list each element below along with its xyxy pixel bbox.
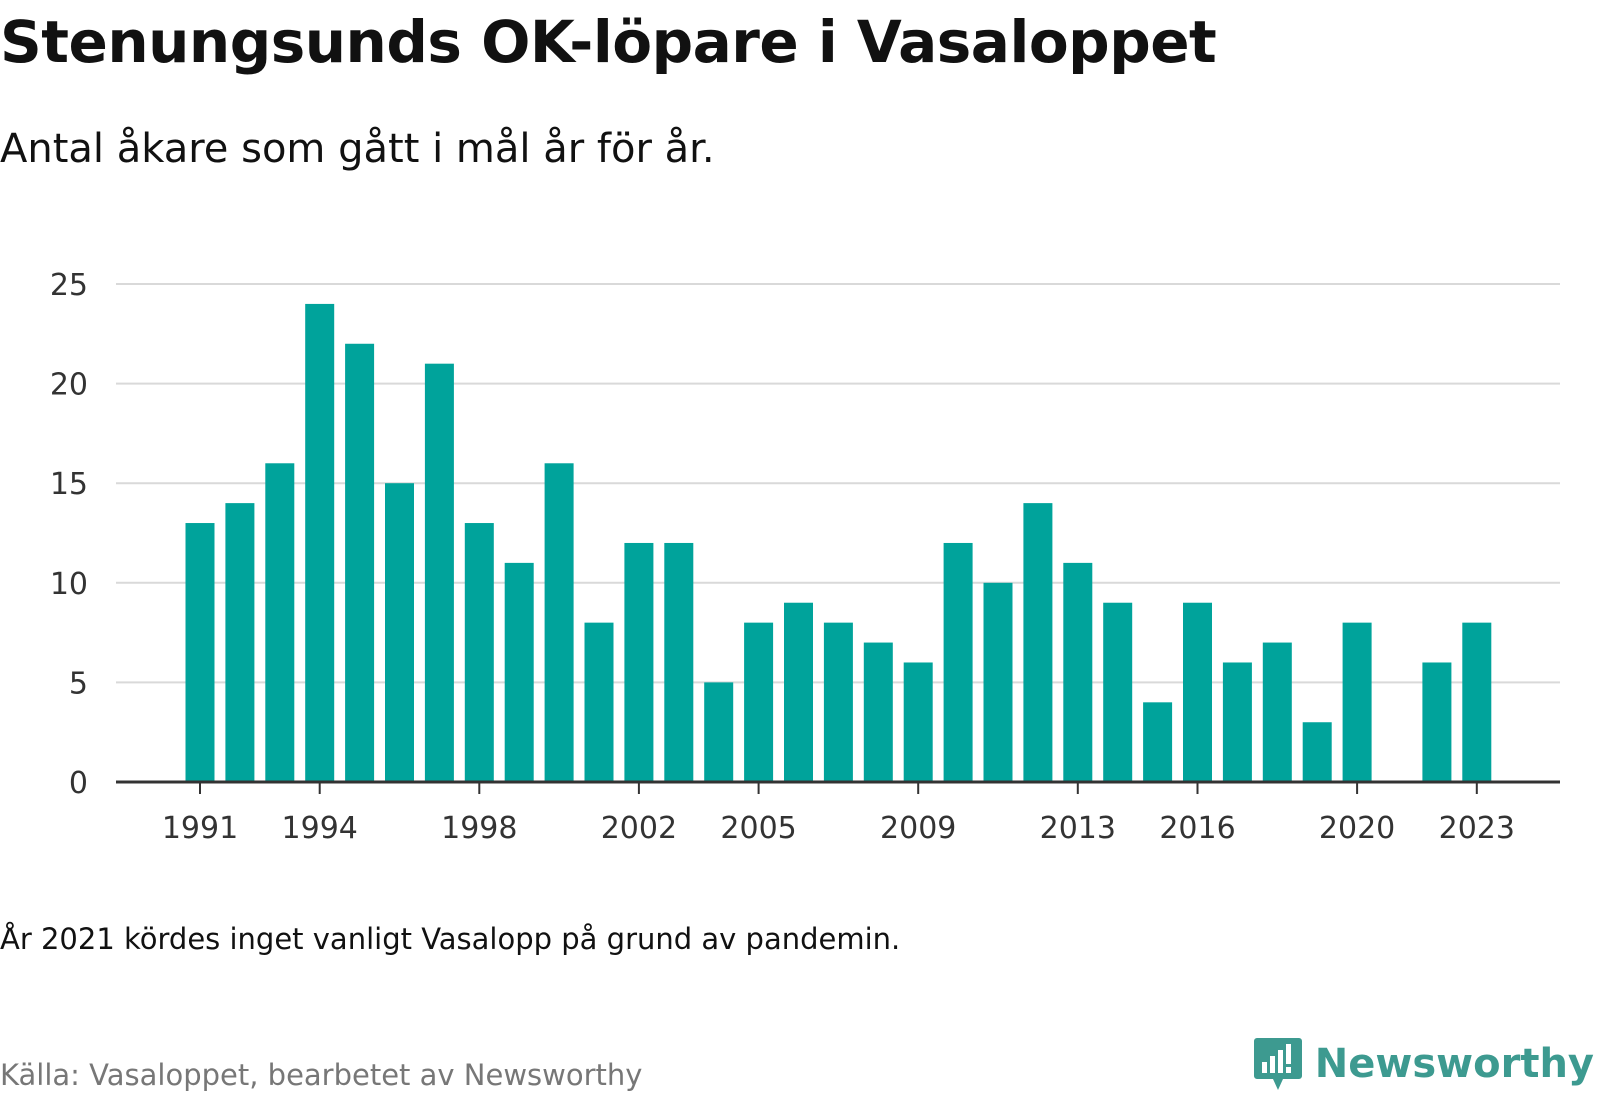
bar [1023,503,1053,782]
source-credit: Källa: Vasaloppet, bearbetet av Newswort… [0,1058,643,1092]
bar [903,662,933,782]
bar-chart: 0 5 10 15 20 25 1991 1994 1998 2002 2005 2009 2013 20… [50,268,1560,846]
x-tick-label: 2020 [1319,811,1395,846]
bar [345,343,375,782]
bar [1183,602,1212,782]
bar [424,363,454,782]
bar [624,542,654,782]
bar [983,582,1013,782]
y-tick-label: 25 [50,268,88,303]
bar [544,463,574,782]
y-tick-label: 20 [50,368,88,403]
bar [1422,662,1452,782]
x-tick-label: 2009 [880,811,956,846]
x-tick-label: 1994 [282,811,358,846]
bar [664,542,694,782]
bar [504,562,534,782]
bar [863,642,893,782]
bars [185,303,1492,782]
y-tick-label: 15 [50,467,88,502]
bar [1103,602,1133,782]
chart-footnote: År 2021 kördes inget vanligt Vasalopp på… [0,922,901,956]
tick-labels: 0 5 10 15 20 25 1991 1994 1998 2002 2005 2009 2013 20… [50,268,1515,846]
x-tick-label: 2005 [720,811,796,846]
chart-subtitle: Antal åkare som gått i mål år för år. [0,126,715,172]
bar [943,542,973,782]
bar [265,463,295,782]
y-tick-label: 10 [50,567,88,602]
bar [385,483,414,782]
bar [584,622,614,782]
bar [1302,722,1332,782]
bar [744,622,774,782]
bar [1342,622,1372,782]
y-tick-label: 5 [69,666,88,701]
newsworthy-logo-icon [1253,1038,1302,1090]
y-tick-label: 0 [69,766,88,801]
chart-title: Stenungsunds OK-löpare i Vasaloppet [0,8,1217,76]
brand-logo: Newsworthy [1253,1036,1594,1092]
bar [1262,642,1292,782]
x-tick-label: 1998 [441,811,517,846]
bar [1222,662,1252,782]
bar [225,503,255,782]
x-tick-label: 2002 [601,811,677,846]
bar [1063,562,1093,782]
x-axis [116,780,1560,794]
bar [305,303,335,782]
x-tick-label: 2013 [1040,811,1116,846]
bar [1143,702,1173,782]
bar [1462,622,1492,782]
x-tick-label: 1991 [162,811,238,846]
bar [185,523,215,782]
bar [464,523,494,782]
bar [704,682,734,782]
x-tick-label: 2023 [1439,811,1515,846]
brand-name: Newsworthy [1314,1041,1594,1087]
x-tick-label: 2016 [1159,811,1235,846]
bar [823,622,853,782]
bar [784,602,813,782]
